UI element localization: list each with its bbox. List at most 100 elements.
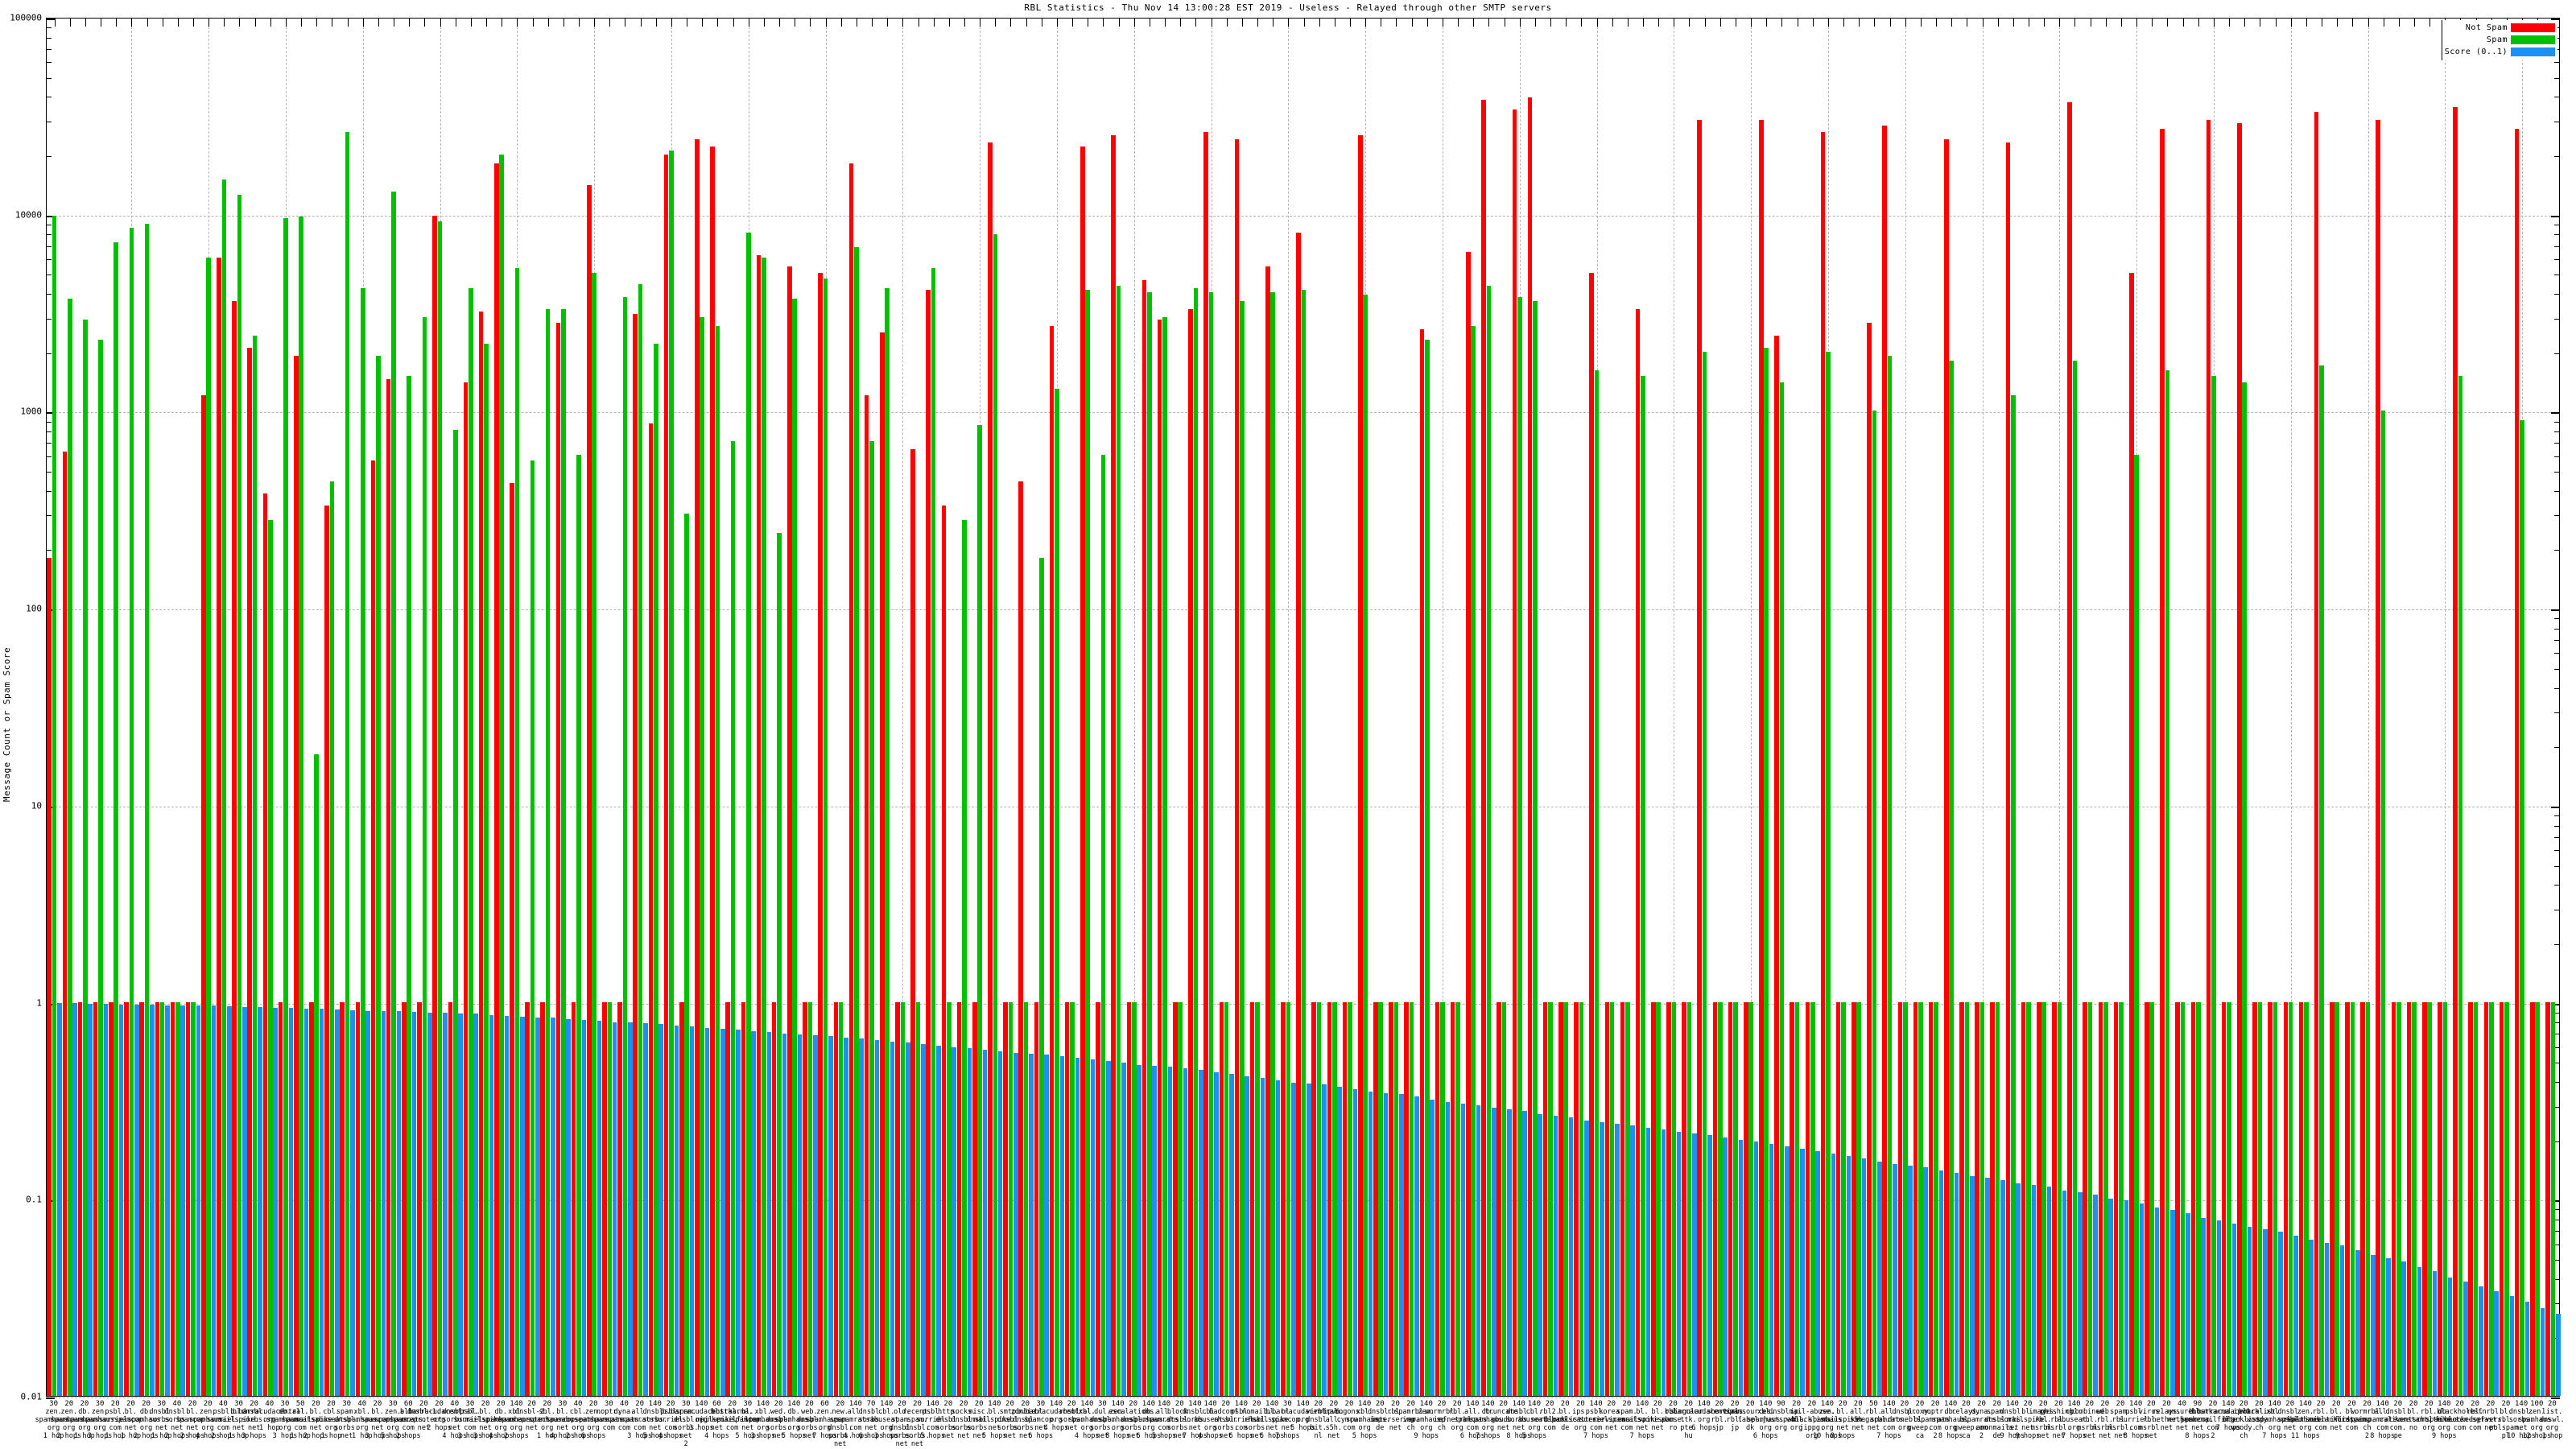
- bar-group: [386, 19, 402, 1396]
- bar-spam: [1440, 1001, 1445, 1396]
- bar-not-spam: [1249, 1001, 1255, 1396]
- y-axis-minor-tick: [46, 259, 52, 260]
- x-axis-label-part: bl.: [741, 1408, 754, 1416]
- x-axis-label-part: mailspike.: [217, 1416, 260, 1424]
- x-axis-count: 140: [1820, 1400, 1835, 1408]
- bar-spam: [2504, 1001, 2509, 1396]
- bar-not-spam: [370, 460, 376, 1396]
- x-axis-label-part: b.barracudacentral.: [662, 1408, 741, 1416]
- bar-group: [1666, 19, 1682, 1396]
- bar-group: [1357, 19, 1373, 1396]
- bar-not-spam: [1203, 132, 1208, 1396]
- bar-score: [812, 1034, 818, 1396]
- y-axis-tick: [2551, 1003, 2560, 1005]
- x-axis-tick: [486, 18, 488, 27]
- bar-group: [895, 19, 910, 1396]
- bar-not-spam: [1589, 273, 1594, 1396]
- x-axis-label-part: abuseat.: [2057, 1416, 2091, 1424]
- bar-group: [956, 19, 972, 1396]
- bar-score: [2078, 1192, 2083, 1396]
- x-axis-label-part: net: [371, 1424, 384, 1432]
- bar-score: [2479, 1286, 2483, 1396]
- x-axis-tick-label: 20 db. spamhaus. org 2 hops: [128, 1400, 165, 1440]
- bar-group: [1867, 19, 1882, 1396]
- grid-line-vertical: [2059, 19, 2061, 1396]
- x-axis-label-part: rbl.: [2467, 1408, 2483, 1416]
- x-axis-label-part: hostkarma.: [2192, 1408, 2234, 1416]
- bar-score: [1029, 1054, 1034, 1396]
- bar-group: [1281, 19, 1296, 1396]
- x-axis-tick: [1072, 18, 1074, 27]
- bar-group: [1111, 19, 1126, 1396]
- x-axis-count: 20: [2161, 1400, 2171, 1408]
- x-axis-label-part: spamrats.: [1917, 1416, 1955, 1424]
- x-axis-label-part: sorbs.: [1090, 1424, 1115, 1432]
- x-axis-count: 140: [1882, 1400, 1896, 1408]
- bar-score: [134, 1005, 139, 1396]
- x-axis-label-part: sorbs.: [1121, 1424, 1146, 1432]
- x-axis-count: 20: [666, 1400, 675, 1408]
- x-axis-label-part: db.: [139, 1408, 153, 1416]
- bar-spam: [1641, 376, 1645, 1396]
- x-axis-tick-label: 140 psbl. surriel. com 6 hops: [1224, 1400, 1257, 1440]
- x-axis-label-part: imp.: [1433, 1416, 1451, 1424]
- bar-score: [1290, 1082, 1296, 1396]
- x-axis-label-part: spamhaus.: [1068, 1416, 1106, 1424]
- x-axis-label-part: 6 hops: [858, 1432, 884, 1440]
- x-axis-label-part: sorbs.: [905, 1432, 930, 1440]
- x-axis-label-part: org: [787, 1424, 800, 1432]
- x-axis-count: 40: [265, 1400, 275, 1408]
- x-axis-label-part: com: [1343, 1424, 1356, 1432]
- grid-line-vertical: [2445, 19, 2446, 1396]
- x-axis-count: 20: [1730, 1400, 1740, 1408]
- x-axis-label-part: 2 hops: [303, 1432, 328, 1440]
- bar-not-spam: [1049, 325, 1055, 1396]
- x-axis-count: 20: [2486, 1400, 2496, 1408]
- bar-score: [2278, 1232, 2283, 1396]
- bar-not-spam: [2530, 1001, 2535, 1396]
- bar-group: [2128, 19, 2145, 1396]
- x-axis-count: 20: [1992, 1400, 2002, 1408]
- x-axis-tick-label: 40 dnsbl. sorbs. net 2 hops: [164, 1400, 189, 1440]
- x-axis-tick-label: 50 rbl. megarbl. net: [1857, 1400, 1890, 1432]
- bar-spam: [268, 519, 273, 1396]
- bar-spam: [1270, 292, 1275, 1396]
- bar-not-spam: [803, 1001, 807, 1396]
- legend-swatch: [2511, 47, 2555, 56]
- x-axis-label-part: all.: [847, 1408, 865, 1416]
- y-axis-minor-tick: [2554, 653, 2560, 654]
- y-axis-minor-tick: [46, 27, 52, 29]
- bar-spam: [854, 246, 859, 1396]
- x-axis-tick-label: 140 zen. spamhaus. org 9 hops: [1408, 1400, 1445, 1440]
- x-axis-tick-label: 40 dnsbl. sorbs. net 4 hops: [442, 1400, 467, 1440]
- x-axis-label-part: com: [2376, 1424, 2389, 1432]
- y-axis-minor-tick: [46, 443, 52, 444]
- bar-group: [2376, 19, 2391, 1396]
- x-axis-count: 60: [403, 1400, 413, 1408]
- bar-group: [247, 19, 262, 1396]
- bar-spam: [1671, 1001, 1677, 1396]
- x-axis-label-part: phishing.: [2040, 1408, 2078, 1416]
- x-axis-tick: [840, 18, 842, 27]
- bar-group: [1650, 19, 1666, 1396]
- bar-score: [597, 1021, 602, 1396]
- bar-score: [335, 1009, 340, 1396]
- x-axis-count: 20: [1745, 1400, 1755, 1408]
- x-axis-label-part: spamrats.: [282, 1416, 320, 1424]
- x-axis-tick: [224, 18, 225, 27]
- y-axis-tick: [2551, 19, 2560, 20]
- bar-not-spam: [2421, 1001, 2427, 1396]
- x-axis-tick: [609, 18, 611, 27]
- x-axis-tick-label: 30 bl. spamcop. net 7 hops: [1271, 1400, 1304, 1440]
- x-axis-label-part: bl.: [186, 1408, 199, 1416]
- x-axis-count: 140: [1049, 1400, 1063, 1408]
- x-axis-label-part: nordspam.: [1531, 1416, 1569, 1424]
- bar-score: [1893, 1164, 1897, 1396]
- x-axis-label-part: rbl.: [1448, 1408, 1466, 1416]
- x-axis-tick-label: 20 blackholes. five-ten-sg. com: [2435, 1400, 2484, 1432]
- x-axis-tick-label: 20 rbl. schulte. org: [2413, 1400, 2446, 1432]
- bar-group: [2083, 19, 2098, 1396]
- y-axis-minor-tick: [2554, 1278, 2560, 1280]
- x-axis-label-part: org: [279, 1424, 291, 1432]
- x-axis-count: 20: [1838, 1400, 1847, 1408]
